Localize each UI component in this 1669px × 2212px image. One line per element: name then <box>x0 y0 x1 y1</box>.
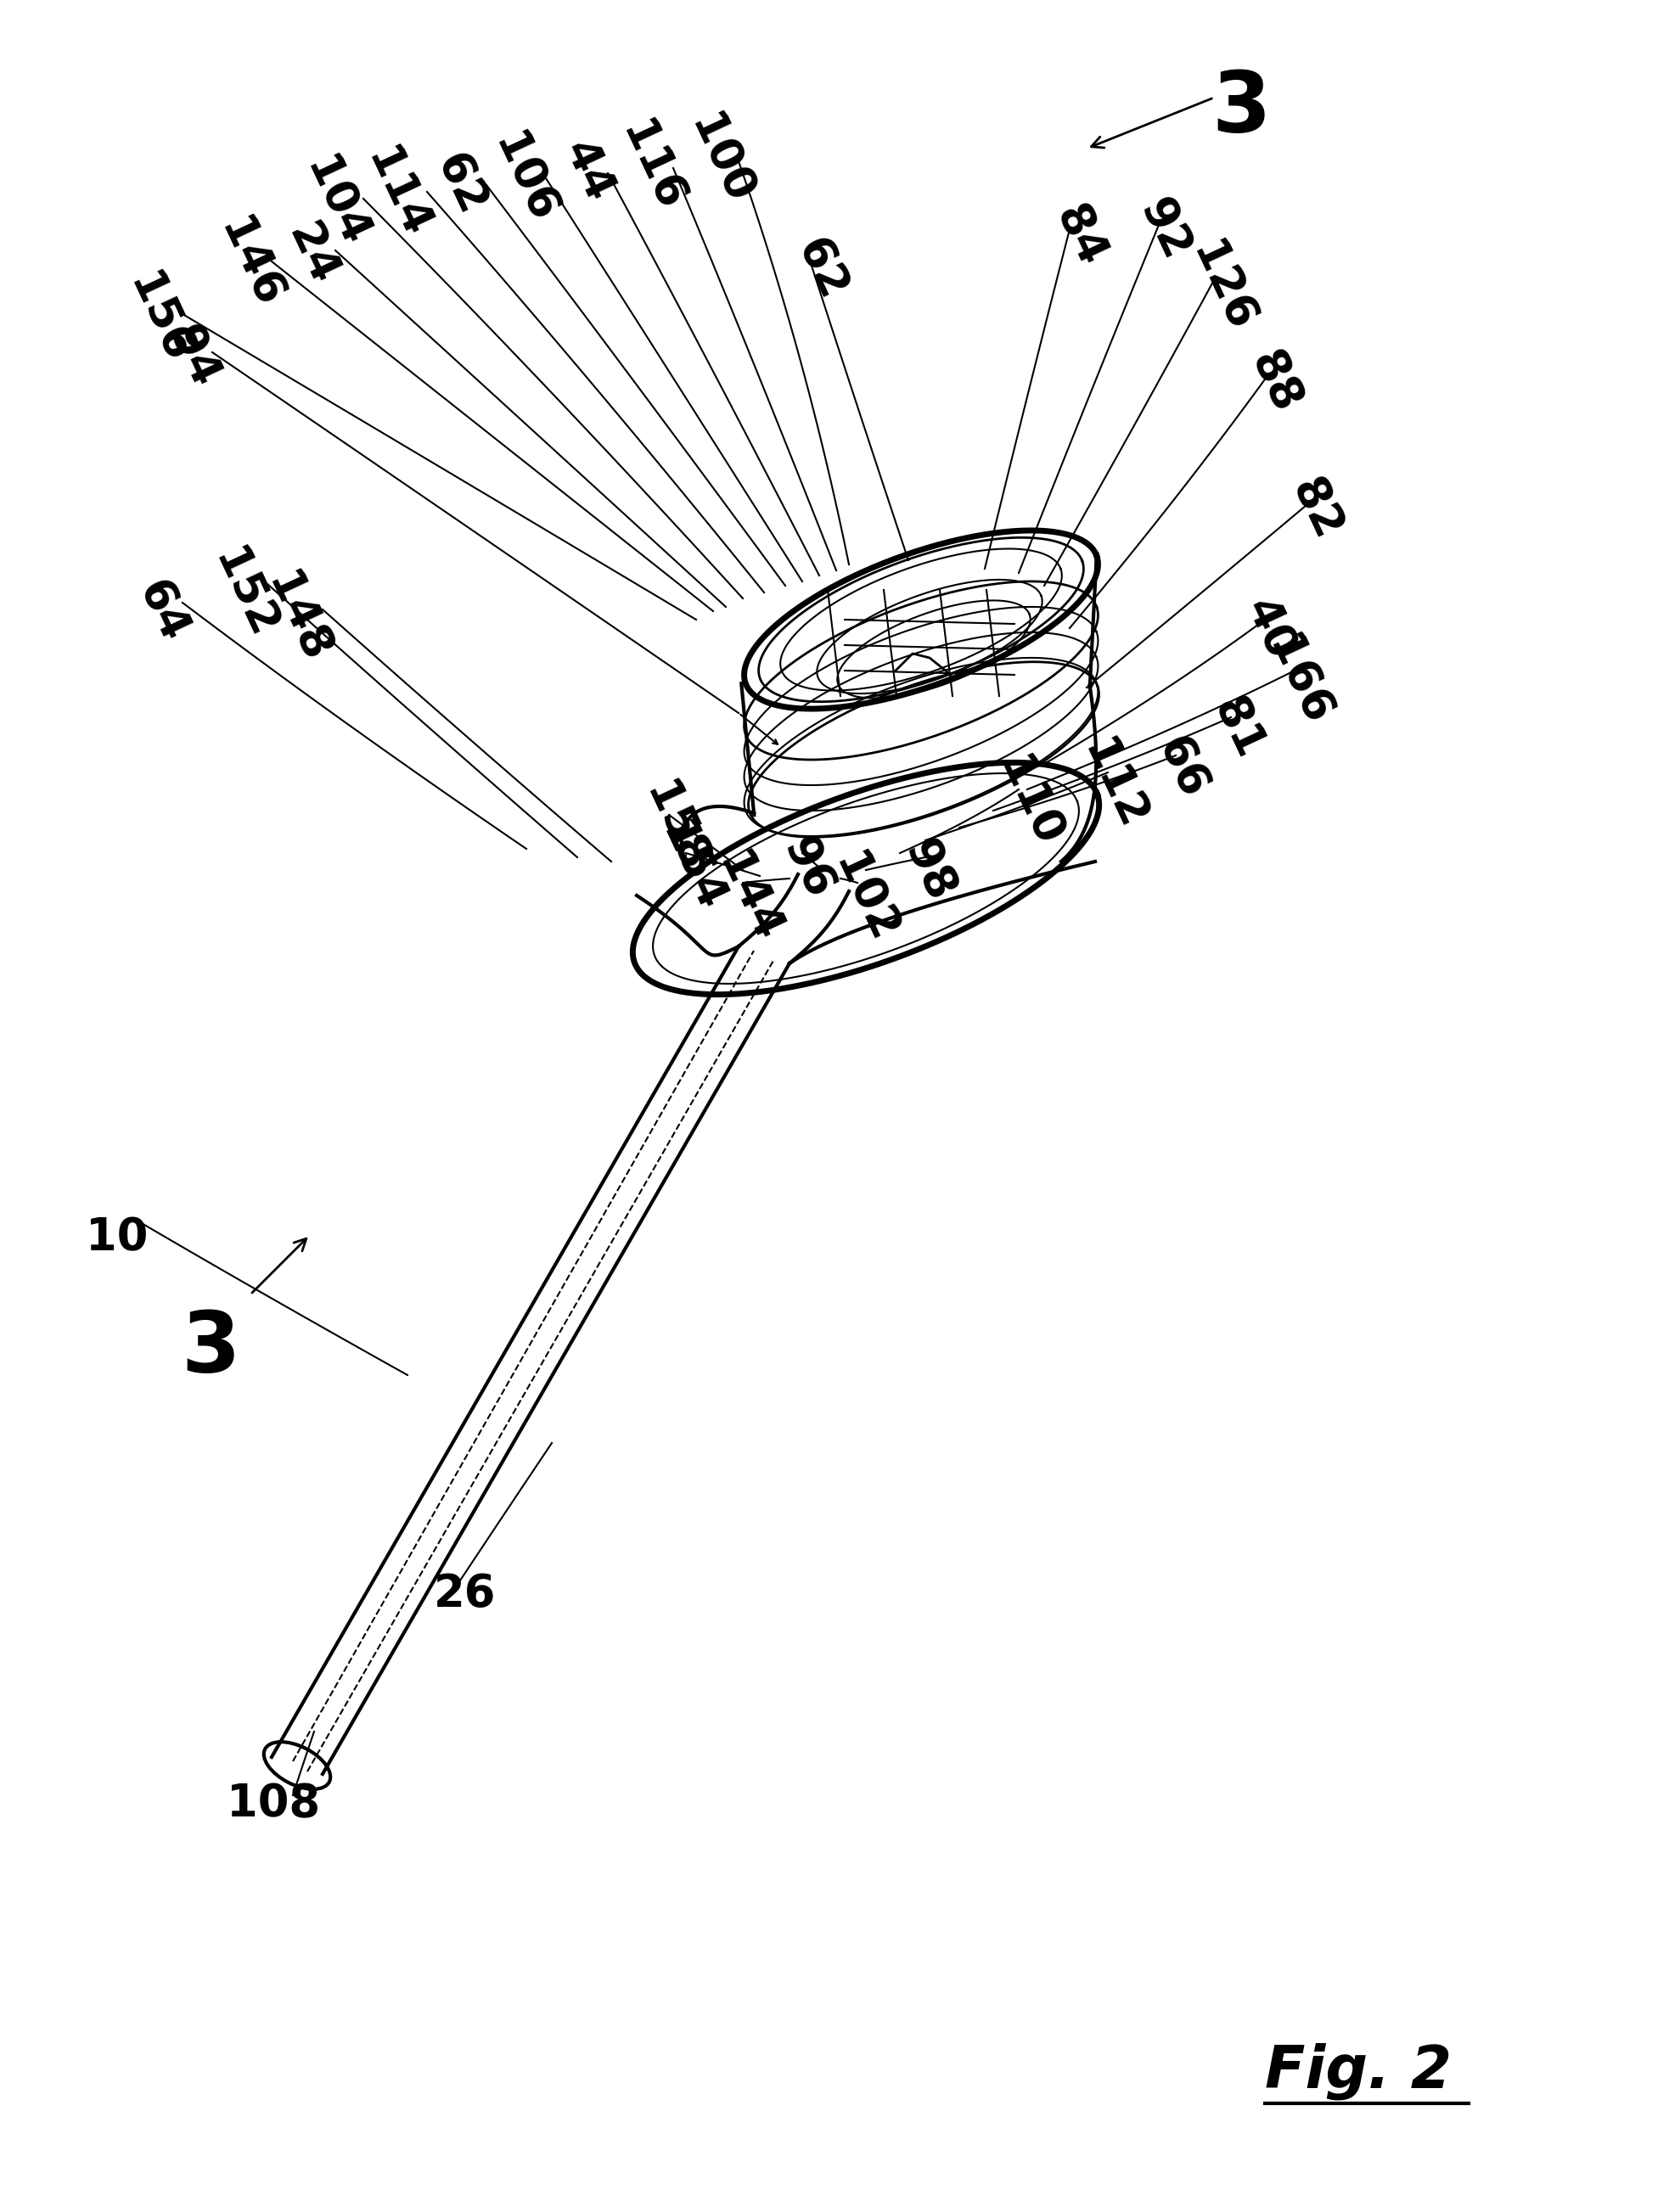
Text: 158: 158 <box>636 776 714 880</box>
Text: Fig. 2: Fig. 2 <box>1265 2042 1452 2099</box>
Text: 116: 116 <box>613 115 691 219</box>
Text: 98: 98 <box>896 832 963 907</box>
Text: 106: 106 <box>486 126 564 230</box>
Text: 110: 110 <box>990 750 1068 854</box>
Text: 148: 148 <box>257 566 337 670</box>
Text: 3: 3 <box>180 1310 240 1391</box>
Text: 152: 152 <box>205 542 284 646</box>
Text: 64: 64 <box>130 573 197 648</box>
Text: 62: 62 <box>788 232 855 307</box>
Text: 108: 108 <box>227 1781 320 1825</box>
Text: 88: 88 <box>1242 345 1308 420</box>
Text: 154: 154 <box>653 816 731 920</box>
Text: 82: 82 <box>1283 471 1349 546</box>
Text: 100: 100 <box>681 108 759 210</box>
Text: 26: 26 <box>434 1573 496 1617</box>
Text: 102: 102 <box>824 847 905 949</box>
Text: 3: 3 <box>1212 69 1270 150</box>
Text: 40: 40 <box>1237 593 1302 668</box>
Text: 62: 62 <box>427 148 494 223</box>
Text: 92: 92 <box>1132 192 1198 268</box>
Text: 146: 146 <box>210 212 290 314</box>
Text: 96: 96 <box>774 830 841 905</box>
Text: 94: 94 <box>160 319 227 394</box>
Text: 84: 84 <box>1046 199 1113 274</box>
Text: 24: 24 <box>279 217 345 292</box>
Text: 144: 144 <box>709 847 788 949</box>
Text: 166: 166 <box>1258 628 1339 732</box>
Text: 66: 66 <box>1150 730 1215 805</box>
Text: 114: 114 <box>357 142 437 246</box>
Text: 44: 44 <box>556 135 621 208</box>
Text: 126: 126 <box>1183 234 1262 338</box>
Text: 112: 112 <box>1075 734 1153 836</box>
Text: 10: 10 <box>87 1217 149 1259</box>
Text: 156: 156 <box>120 268 199 369</box>
Text: 104: 104 <box>295 150 376 254</box>
Text: 81: 81 <box>1205 690 1270 765</box>
